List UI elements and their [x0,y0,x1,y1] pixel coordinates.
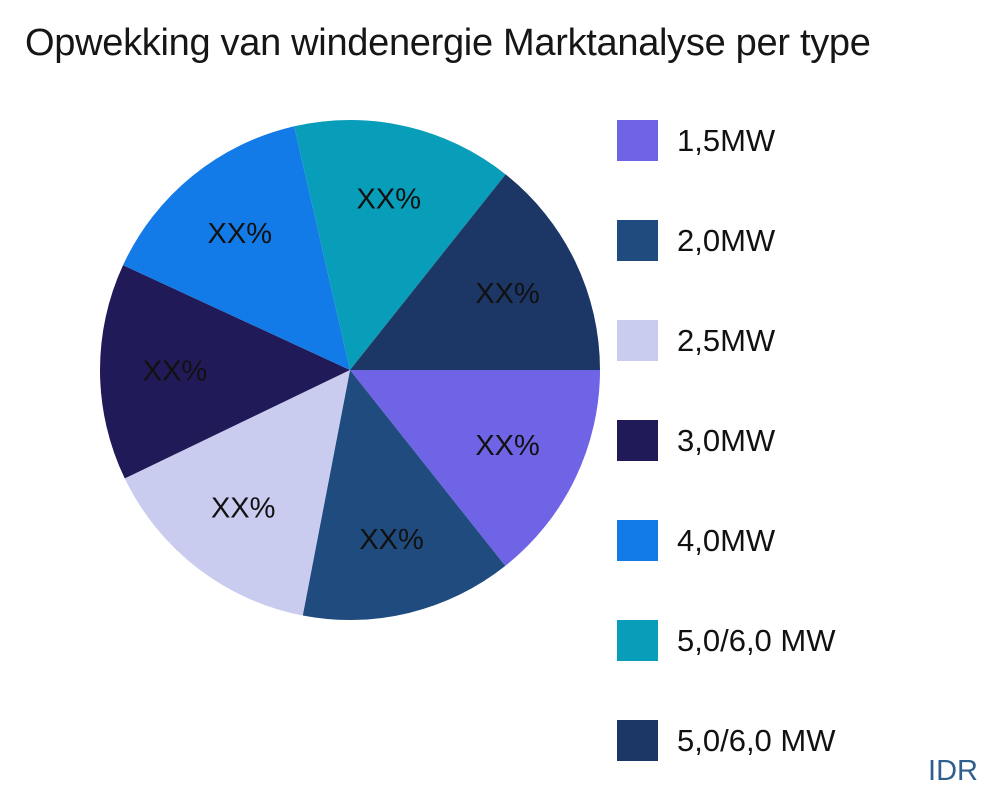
legend-item-6: 5,0/6,0 MW [617,620,836,661]
pie-slice-3 [124,370,350,616]
legend-swatch-icon [617,620,658,661]
legend-item-label: 5,0/6,0 MW [677,722,836,758]
pie-slice-4 [100,265,350,479]
legend-item-2: 2,0MW [617,220,836,261]
legend-item-label: 4,0MW [677,522,776,558]
legend: 1,5MW 2,0MW 2,5MW 3,0MW 4,0MW 5,0/6,0 MW 5,0/6… [617,120,836,800]
legend-item-label: 3,0MW [677,422,776,458]
slice-data-label-5: XX% [208,218,272,250]
legend-item-label: 2,0MW [677,222,776,258]
pie-slice-1 [350,370,600,566]
legend-swatch-icon [617,320,658,361]
legend-item-label: 5,0/6,0 MW [677,622,836,658]
legend-item-5: 4,0MW [617,520,836,561]
legend-item-label: 1,5MW [677,122,776,158]
legend-item-3: 2,5MW [617,320,836,361]
legend-item-4: 3,0MW [617,420,836,461]
pie-chart: XX% XX% XX% XX% XX% XX% XX% [100,120,600,620]
pie-slice-6 [294,120,506,371]
legend-item-label: 2,5MW [677,322,776,358]
legend-swatch-icon [617,420,658,461]
pie-slice-2 [302,370,506,620]
slice-data-label-3: XX% [211,493,275,525]
brand-watermark: IDR [928,755,978,787]
legend-swatch-icon [617,720,658,761]
slice-data-label-6: XX% [357,183,421,215]
pie-slice-5 [123,126,350,370]
slice-data-label-1: XX% [475,430,539,462]
legend-swatch-icon [617,220,658,261]
legend-swatch-icon [617,120,658,161]
pie-slice-7 [350,174,600,370]
slice-data-label-7: XX% [475,278,539,310]
legend-item-1: 1,5MW [617,120,836,161]
legend-item-7: 5,0/6,0 MW [617,720,836,761]
slice-data-label-2: XX% [359,524,423,556]
slice-data-label-4: XX% [143,355,207,387]
chart-title: Opwekking van windenergie Marktanalyse p… [25,22,871,64]
legend-swatch-icon [617,520,658,561]
